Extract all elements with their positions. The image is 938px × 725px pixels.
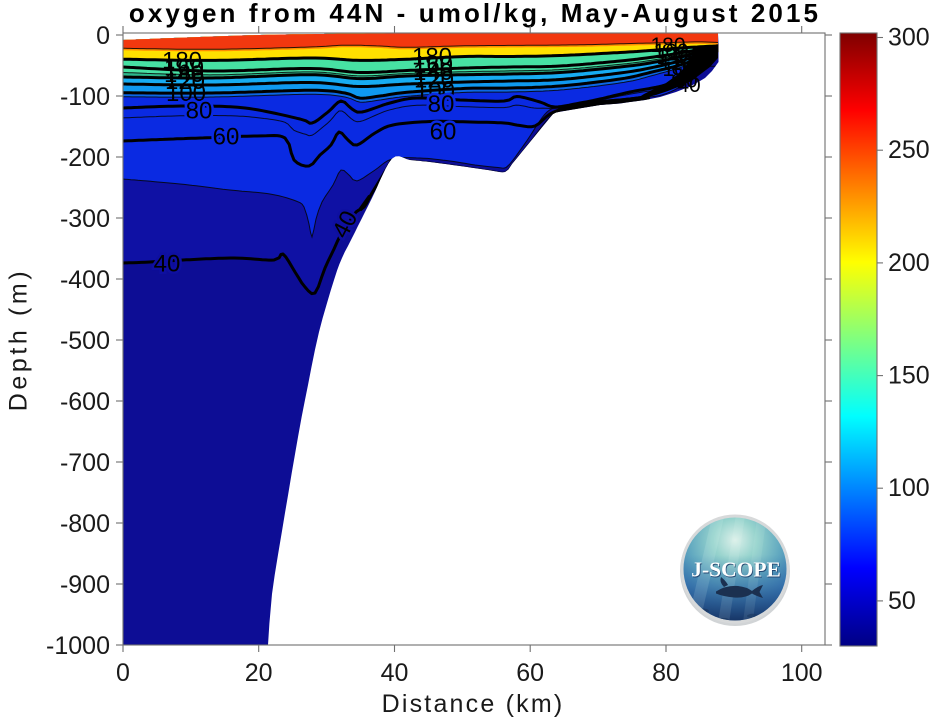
svg-text:120: 120 — [659, 52, 694, 75]
svg-text:60: 60 — [213, 124, 240, 151]
svg-text:60: 60 — [430, 119, 457, 146]
svg-text:80: 80 — [186, 98, 213, 125]
svg-text:200: 200 — [888, 249, 930, 277]
svg-text:80: 80 — [428, 91, 455, 118]
svg-text:160: 160 — [413, 52, 453, 79]
svg-text:-500: -500 — [60, 327, 110, 355]
svg-text:250: 250 — [888, 136, 930, 164]
svg-text:0: 0 — [96, 22, 110, 50]
svg-text:100: 100 — [888, 474, 930, 502]
svg-text:60: 60 — [430, 119, 457, 146]
svg-text:40: 40 — [154, 251, 181, 278]
svg-text:80: 80 — [652, 659, 680, 687]
svg-text:100: 100 — [662, 58, 697, 81]
svg-text:80: 80 — [671, 64, 694, 87]
svg-text:40: 40 — [677, 74, 700, 97]
svg-text:150: 150 — [888, 362, 930, 390]
svg-text:-600: -600 — [60, 388, 110, 416]
svg-text:120: 120 — [165, 68, 205, 95]
svg-text:180: 180 — [162, 48, 202, 75]
svg-text:140: 140 — [413, 59, 453, 86]
svg-text:20: 20 — [245, 659, 273, 687]
svg-text:J-SCOPE: J-SCOPE — [691, 558, 781, 582]
svg-text:-700: -700 — [60, 449, 110, 477]
svg-text:0: 0 — [116, 659, 130, 687]
svg-text:-400: -400 — [60, 266, 110, 294]
svg-text:-900: -900 — [60, 571, 110, 599]
svg-text:40: 40 — [154, 251, 181, 278]
svg-text:80: 80 — [428, 91, 455, 118]
svg-text:80: 80 — [186, 98, 213, 125]
svg-text:60: 60 — [674, 70, 697, 93]
svg-text:160: 160 — [653, 40, 688, 63]
svg-text:140: 140 — [164, 61, 204, 88]
svg-text:J-SCOPE: J-SCOPE — [692, 559, 782, 583]
svg-text:-200: -200 — [60, 144, 110, 172]
svg-text:-100: -100 — [60, 83, 110, 111]
svg-text:120: 120 — [414, 67, 454, 94]
svg-text:300: 300 — [888, 24, 930, 52]
svg-text:-300: -300 — [60, 205, 110, 233]
svg-text:160: 160 — [164, 55, 204, 82]
svg-text:100: 100 — [415, 78, 455, 105]
svg-text:-1000: -1000 — [46, 632, 110, 660]
svg-text:60: 60 — [213, 124, 240, 151]
svg-text:50: 50 — [888, 587, 916, 615]
svg-text:-800: -800 — [60, 510, 110, 538]
svg-text:60: 60 — [516, 659, 544, 687]
svg-text:100: 100 — [781, 659, 823, 687]
svg-text:100: 100 — [166, 80, 206, 107]
svg-text:140: 140 — [656, 46, 691, 69]
svg-text:40: 40 — [381, 659, 409, 687]
svg-text:180: 180 — [650, 34, 685, 57]
svg-text:180: 180 — [412, 44, 452, 71]
